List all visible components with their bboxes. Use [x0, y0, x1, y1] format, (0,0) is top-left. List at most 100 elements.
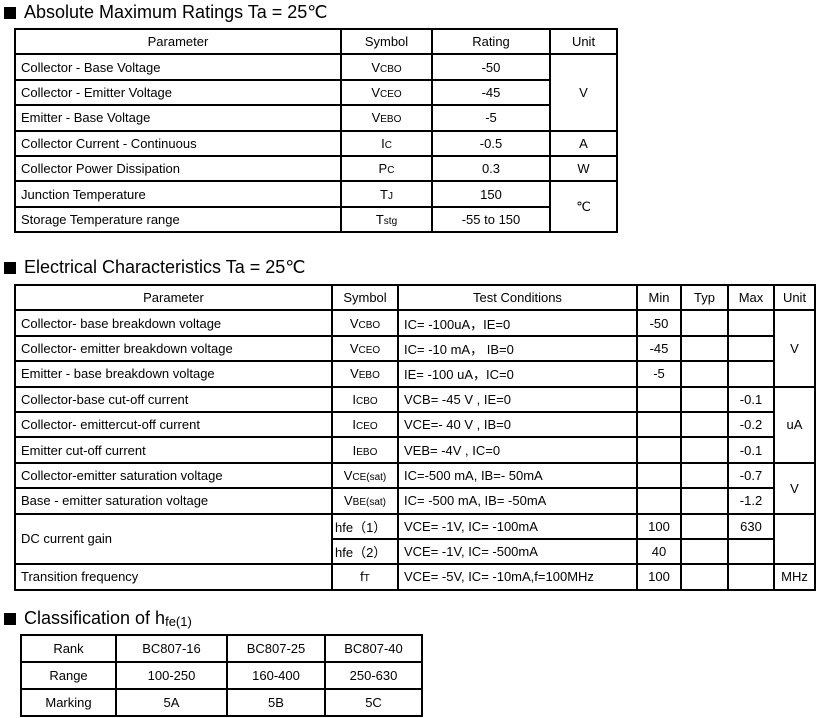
test-conditions-cell: IE= -100 uA，IC=0	[397, 360, 638, 388]
symbol-subscript: CEO	[355, 421, 378, 433]
symbol-cell: TJ	[340, 180, 433, 208]
value-cell: BC807-40	[324, 634, 423, 663]
max-cell: -0.1	[727, 436, 775, 464]
table-row: hfe（2） VCE= -1V, IC= -500mA 40	[15, 537, 815, 566]
symbol-main: V	[349, 315, 359, 331]
section-heading-classification: Classification of h fe(1)	[4, 608, 192, 629]
max-cell	[727, 537, 775, 566]
parameter-cell: Collector-emitter saturation voltage	[14, 461, 333, 490]
rating-cell: 150	[431, 180, 551, 208]
typ-cell	[680, 385, 729, 413]
typ-cell	[680, 537, 729, 566]
square-bullet-icon	[4, 612, 16, 625]
symbol-cell: Tstg	[340, 205, 433, 234]
header-unit: Unit	[549, 27, 618, 56]
symbol-cell: ICBO	[331, 385, 399, 413]
min-cell: -45	[636, 334, 682, 363]
parameter-cell: Collector Current - Continuous	[14, 129, 342, 157]
table-row: Transition frequency fT VCE= -5V, IC= -10m…	[14, 563, 816, 591]
symbol-cell: hfe（2）	[331, 537, 399, 566]
parameter-cell: Emitter - base breakdown voltage	[14, 360, 333, 388]
rating-cell: -5	[431, 104, 551, 132]
symbol-main: V	[371, 110, 381, 126]
max-cell	[727, 360, 775, 388]
symbol-main: hfe（2）	[335, 545, 387, 561]
max-cell: -0.7	[727, 461, 775, 490]
table-row: Marking 5A 5B 5C	[20, 688, 423, 717]
table-row: Collector Current - Continuous IC -0.5 A	[14, 129, 618, 157]
symbol-subscript: stg	[383, 215, 398, 227]
typ-cell	[680, 410, 729, 439]
header-max: Max	[727, 283, 775, 312]
section-heading-electrical: Electrical Characteristics Ta = 25℃	[4, 257, 306, 278]
table-row: Collector - Emitter Voltage VCEO -45	[14, 78, 617, 107]
typ-cell	[680, 436, 729, 464]
table-row: Rank BC807-16 BC807-25 BC807-40	[20, 634, 423, 663]
min-cell	[636, 436, 682, 464]
table-row: Collector-base cut-off current ICBO VCB= -…	[14, 385, 816, 464]
unit-cell: ℃	[549, 180, 618, 234]
test-conditions-cell: IC= -100uA，IE=0	[397, 309, 638, 337]
table-row: Collector- emittercut-off current ICEO VCE…	[14, 410, 815, 439]
section-heading-absolute-max: Absolute Maximum Ratings Ta = 25℃	[4, 2, 328, 23]
symbol-subscript: CBO	[358, 319, 381, 331]
symbol-subscript: CBO	[355, 395, 378, 407]
parameter-cell: Collector - Base Voltage	[14, 53, 342, 81]
square-bullet-icon	[4, 261, 16, 274]
min-cell: -50	[636, 309, 682, 337]
max-cell	[727, 563, 775, 591]
unit-cell: uA	[773, 385, 816, 464]
table-header-row: Parameter Symbol Rating Unit	[14, 27, 618, 56]
typ-cell	[680, 461, 729, 490]
symbol-subscript: EBO	[380, 114, 402, 126]
rating-cell: -55 to 150	[431, 205, 551, 234]
header-parameter: Parameter	[14, 27, 342, 56]
test-conditions-cell: VCE= -1V, IC= -100mA	[397, 512, 638, 540]
unit-cell: V	[773, 309, 816, 388]
row-label-cell: Rank	[20, 634, 117, 663]
max-cell: -0.2	[727, 410, 775, 439]
symbol-cell: fT	[331, 563, 399, 591]
min-cell: -5	[636, 360, 682, 388]
header-min: Min	[636, 283, 682, 312]
parameter-cell: Emitter cut-off current	[14, 436, 333, 464]
parameter-cell: Collector-base cut-off current	[14, 385, 333, 413]
table-row: Storage Temperature range Tstg -55 to 150	[14, 205, 617, 234]
section-title: Absolute Maximum Ratings Ta = 25℃	[24, 2, 328, 22]
typ-cell	[680, 309, 729, 337]
square-bullet-icon	[4, 6, 16, 19]
min-cell	[636, 461, 682, 490]
header-parameter: Parameter	[14, 283, 333, 312]
parameter-cell: Collector Power Dissipation	[14, 154, 342, 183]
typ-cell	[680, 563, 729, 591]
row-label-cell: Range	[20, 661, 117, 690]
table-row: Collector - Base Voltage VCBO -50 V	[14, 53, 618, 132]
symbol-main: V	[371, 84, 380, 100]
symbol-cell: hfe（1）	[331, 512, 399, 540]
test-conditions-cell: VCE=- 40 V , IB=0	[397, 410, 638, 439]
parameter-cell: Collector- emitter breakdown voltage	[14, 334, 333, 363]
unit-cell	[773, 512, 816, 566]
unit-cell: A	[549, 129, 618, 157]
symbol-main: P	[378, 161, 388, 177]
value-cell: 100-250	[115, 661, 228, 690]
value-cell: 5A	[115, 688, 228, 717]
max-cell: -0.1	[727, 385, 775, 413]
table-row: Collector Power Dissipation PC 0.3 W	[14, 154, 618, 183]
parameter-cell: Collector- emittercut-off current	[14, 410, 333, 439]
symbol-cell: VCE(sat)	[331, 461, 399, 490]
typ-cell	[680, 334, 729, 363]
header-symbol: Symbol	[331, 283, 399, 312]
symbol-subscript: C	[384, 139, 392, 151]
unit-cell: V	[549, 53, 618, 132]
symbol-cell: VCEO	[340, 78, 433, 107]
min-cell: 100	[636, 563, 682, 591]
rating-cell: -0.5	[431, 129, 551, 157]
symbol-subscript: CBO	[380, 63, 402, 75]
typ-cell	[680, 512, 729, 540]
parameter-cell: Storage Temperature range	[14, 205, 342, 234]
value-cell: 5B	[226, 688, 326, 717]
table-row: DC current gain hfe（1） VCE= -1V, IC= -100m…	[14, 512, 816, 566]
parameter-cell: Base - emitter saturation voltage	[14, 487, 333, 515]
symbol-main: V	[349, 340, 359, 356]
